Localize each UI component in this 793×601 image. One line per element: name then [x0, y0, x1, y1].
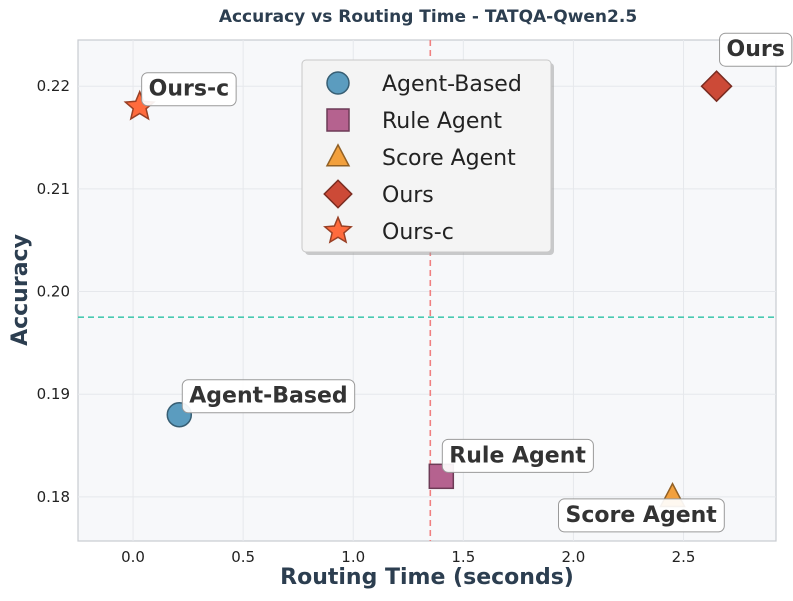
- legend-label: Agent-Based: [382, 72, 522, 97]
- point-ours: [700, 70, 733, 103]
- legend-label: Ours: [382, 183, 434, 208]
- x-axis-title: Routing Time (seconds): [280, 565, 574, 590]
- legend-box: [301, 59, 552, 253]
- annotation-text: Agent-Based: [189, 384, 347, 409]
- y-tick-label: 0.19: [37, 385, 70, 403]
- point-annotations: Agent-Based Rule Agent Score Agent Ours Ours…: [141, 32, 793, 533]
- y-tick-labels: 0.18 0.19 0.20 0.21 0.22: [37, 77, 70, 506]
- legend-label: Rule Agent: [382, 109, 502, 134]
- annotation-text: Score Agent: [566, 503, 718, 528]
- legend-label: Score Agent: [382, 146, 516, 171]
- chart-title: Accuracy vs Routing Time - TATQA-Qwen2.5: [219, 7, 637, 27]
- x-tick-labels: 0.0 0.5 1.0 1.5 2.0 2.5: [121, 548, 695, 566]
- annotation-box: [141, 72, 237, 107]
- annotation-box: [441, 438, 594, 473]
- legend: Agent-Based Rule Agent Score Agent Ours Ours…: [301, 59, 554, 255]
- legend-item-agent-based: Agent-Based: [326, 71, 522, 97]
- annotation-rule-agent: Rule Agent: [441, 438, 594, 473]
- legend-marker-ours-c: [323, 215, 353, 244]
- x-tick-label: 1.5: [451, 548, 475, 566]
- annotation-text: Rule Agent: [449, 443, 586, 468]
- annotation-text: Ours-c: [149, 77, 229, 102]
- legend-marker-ours: [323, 179, 353, 209]
- annotation-box: [719, 32, 793, 67]
- annotation-box: [181, 379, 356, 414]
- legend-item-score-agent: Score Agent: [325, 143, 516, 171]
- legend-label: Ours-c: [382, 220, 454, 245]
- x-tick-label: 1.0: [341, 548, 365, 566]
- y-tick-label: 0.18: [37, 488, 70, 506]
- legend-item-ours: Ours: [323, 179, 434, 209]
- y-tick-label: 0.22: [37, 77, 70, 95]
- annotation-ours-c: Ours-c: [141, 72, 237, 107]
- annotation-text: Ours: [727, 37, 785, 62]
- x-tick-label: 2.5: [672, 548, 696, 566]
- legend-marker-score-agent: [325, 143, 351, 167]
- legend-marker-agent-based: [326, 71, 350, 95]
- annotation-box: [558, 498, 725, 533]
- x-tick-label: 2.0: [561, 548, 585, 566]
- annotation-score-agent: Score Agent: [558, 498, 725, 533]
- legend-item-ours-c: Ours-c: [323, 215, 454, 245]
- y-axis-title: Accuracy: [8, 234, 33, 346]
- y-tick-label: 0.21: [37, 180, 70, 198]
- y-tick-label: 0.20: [37, 283, 70, 301]
- legend-item-rule-agent: Rule Agent: [326, 108, 502, 134]
- legend-marker-rule-agent: [326, 108, 350, 132]
- annotation-ours: Ours: [719, 32, 793, 67]
- x-tick-label: 0.0: [121, 548, 145, 566]
- annotation-agent-based: Agent-Based: [181, 379, 356, 414]
- x-tick-label: 0.5: [231, 548, 255, 566]
